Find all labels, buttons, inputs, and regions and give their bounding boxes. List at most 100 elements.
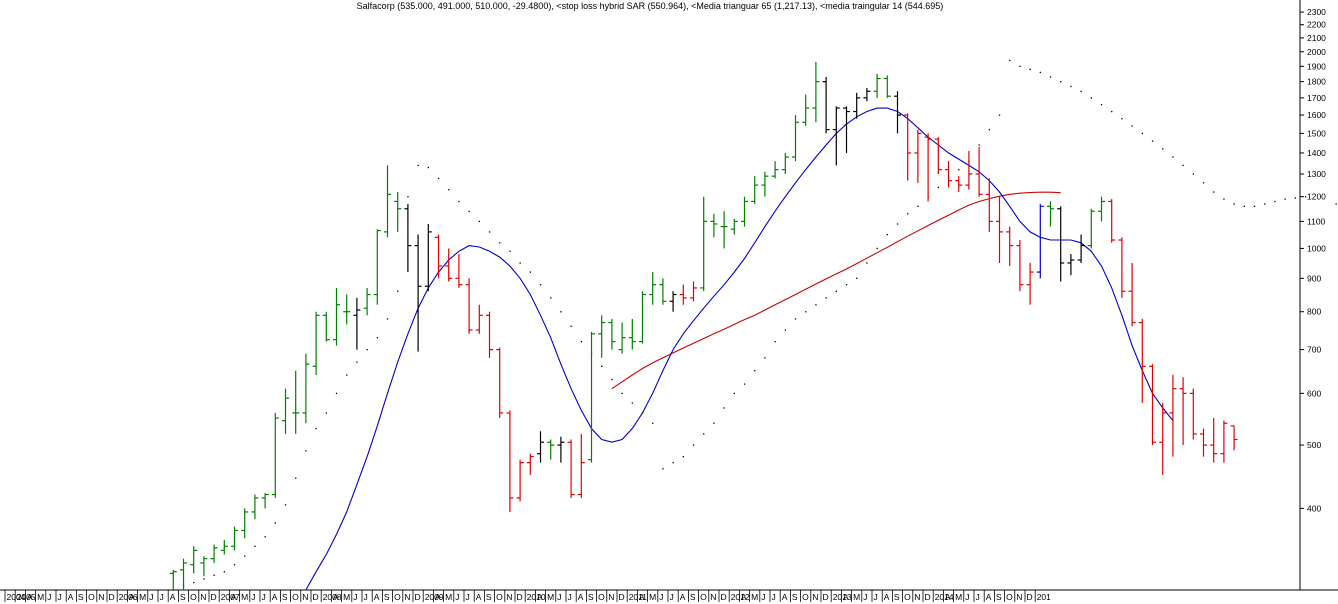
x-tick-label: A [129,592,135,602]
sar-dot [1192,173,1194,175]
y-tick-label: 1700 [1307,93,1326,103]
x-tick-label: J [557,592,561,602]
x-tick-label: 2004 [7,592,26,602]
y-tick-label: 900 [1307,273,1321,283]
sar-dot [876,247,878,250]
ohlc-bar [424,223,432,292]
y-tick-label: 1100 [1307,216,1326,226]
ohlc-bar [1230,425,1238,451]
ohlc-bar [414,234,422,352]
sar-dot [407,196,409,198]
ohlc-bar [292,370,300,434]
ohlc-bar [1026,262,1034,305]
sar-dot [1202,182,1205,184]
ohlc-bar [934,137,942,174]
x-tick-label: 2012 [731,592,750,602]
sar-dot [203,578,205,580]
ohlc-bar [180,558,187,590]
ohlc-bar [486,311,493,358]
x-tick-label: A [578,592,584,602]
sar-dot [1182,164,1184,167]
x-tick-label: N [812,592,818,602]
sar-dot [1213,191,1215,193]
sar-dot [692,444,695,446]
sar-dot [856,277,858,280]
ohlc-bar [251,494,259,520]
ohlc-bar [720,211,728,249]
ohlc-bar [985,178,993,232]
sar-dot [325,412,327,414]
ohlc-bar [863,88,871,102]
sar-dot [437,177,440,180]
sar-dot [478,220,480,223]
ohlc-bar [1047,201,1054,227]
x-tick-label: D [415,592,421,602]
ohlc-bar [853,92,861,119]
x-tick-label: A [884,592,890,602]
ohlc-bar [526,453,534,475]
sar-dot [1253,205,1256,208]
x-tick-label: J [874,592,878,602]
x-tick-label: J [976,592,980,602]
sar-dot [397,290,399,292]
ohlc-bar [1169,375,1177,457]
ohlc-bar [220,539,228,555]
ohlc-bar [812,61,820,123]
ohlc-bar [567,439,575,498]
x-tick-label: J [659,592,663,602]
ohlc-bar [598,315,606,358]
sar-dot [896,223,899,225]
chart-title: Salfacorp (535.000, 491.000, 510.000, -2… [356,1,944,11]
y-tick-label: 700 [1307,345,1321,355]
sar-dot [356,361,358,363]
ohlc-bar [1067,254,1075,276]
sar-dot [315,427,317,430]
x-tick-label: J [353,592,357,602]
ohlc-bar [761,171,769,197]
x-tick-label: O [700,592,707,602]
x-tick-label: 201 [1037,592,1051,602]
sar-dot [1131,125,1133,127]
x-tick-label: S [996,592,1002,602]
ohlc-bar [710,213,718,238]
plot-frame [0,0,1338,591]
sar-dot [295,477,297,479]
sar-dot [1172,156,1174,158]
x-tick-label: A [945,592,951,602]
x-tick-label: O [190,592,197,602]
sar-dot [937,186,939,189]
sar-dot [733,392,735,395]
x-tick-label: S [588,592,594,602]
x-tick-label: O [88,592,95,602]
sar-dot [611,378,613,381]
ohlc-bar [1077,234,1085,263]
y-tick-label: 600 [1307,388,1321,398]
ohlc-bar [883,75,891,98]
sar-dot [988,129,990,131]
ohlc-bar [1036,203,1044,279]
sar-dot [1080,90,1082,92]
x-tick-label: N [914,592,920,602]
sar-dot [386,318,389,320]
sar-dot [1162,148,1164,150]
sar-dot [346,374,348,376]
ohlc-bar [955,176,963,192]
sar-dot [754,370,756,372]
sar-dot [233,564,236,566]
x-tick-label: O [394,592,401,602]
x-tick-label: D [109,592,115,602]
sar-dot [284,504,287,506]
ohlc-bar [547,439,555,460]
ohlc-bar [353,297,361,350]
sar-dot [1335,203,1337,205]
x-tick-label: S [894,592,900,602]
x-tick-label: M [649,592,656,602]
ohlc-bar [1016,240,1024,292]
x-tick-label: J [160,592,164,602]
y-tick-label: 2100 [1307,33,1326,43]
y-tick-label: 1400 [1307,148,1326,158]
x-tick-label: A [374,592,380,602]
ohlc-bar [730,218,738,235]
sar-dot [743,383,746,385]
x-tick-label: N [710,592,716,602]
